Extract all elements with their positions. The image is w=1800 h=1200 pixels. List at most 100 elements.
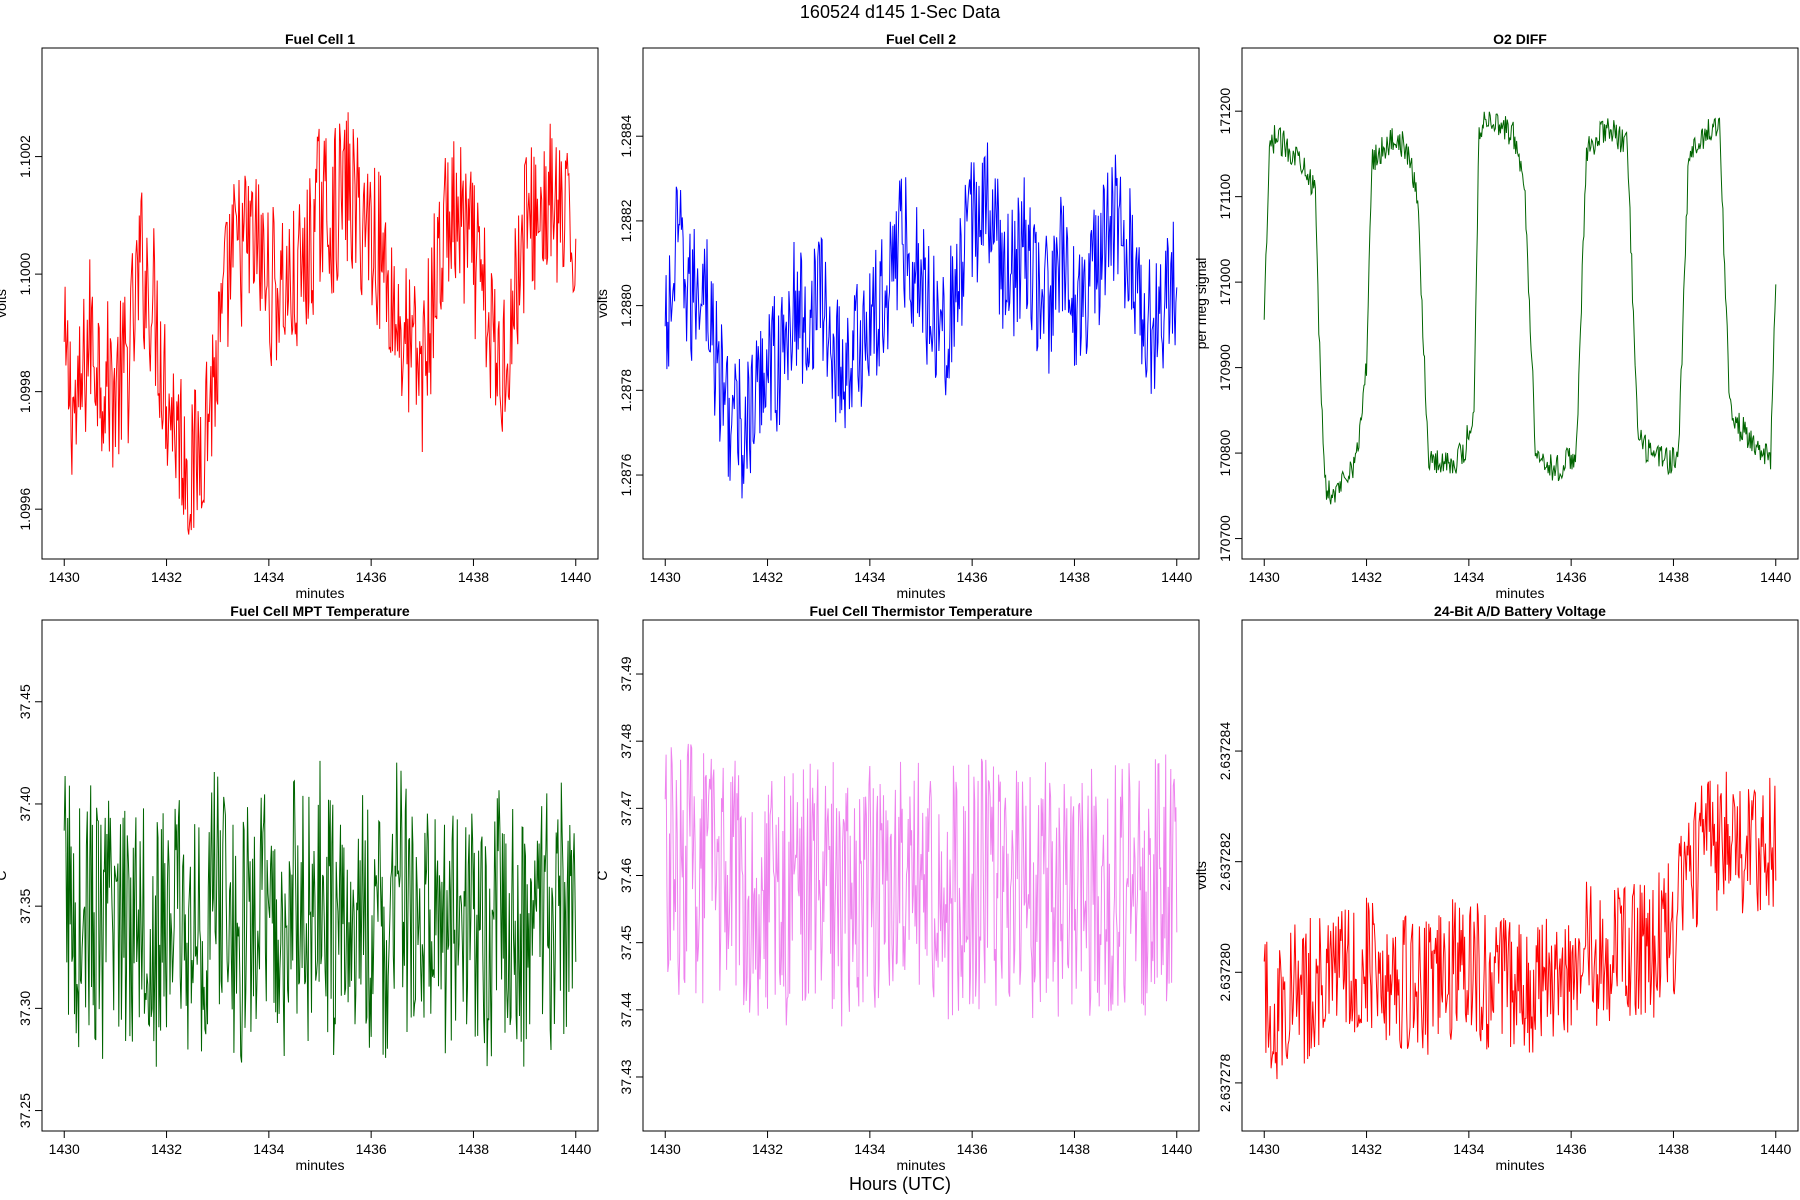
y-tick-label: 1.1000	[17, 252, 33, 295]
y-tick-label: 1.2880	[618, 284, 634, 327]
panel-title: Fuel Cell MPT Temperature	[230, 603, 410, 619]
x-axis-label: minutes	[896, 1157, 945, 1173]
panels: Fuel Cell 1 1430 1432 1434 1436 1438 1440 1.099…	[0, 31, 1799, 1173]
series-line	[63, 760, 577, 1067]
x-tick-label: 1436	[1556, 1141, 1587, 1157]
y-tick-label: 1.0998	[17, 370, 33, 413]
y-tick-label: 171000	[1217, 259, 1233, 306]
chart-panel-3: O2 DIFF 1430 1432 1434 1436 1438 1440 170700 170…	[1193, 31, 1799, 601]
series-line	[1263, 111, 1777, 505]
x-tick-label: 1430	[650, 1141, 681, 1157]
y-axis-label: volts	[594, 289, 610, 318]
panel-title: 24-Bit A/D Battery Voltage	[1434, 603, 1606, 619]
y-tick-label: 170800	[1217, 430, 1233, 477]
y-tick-label: 37.43	[618, 1059, 634, 1094]
x-axis-label: minutes	[295, 1157, 344, 1173]
plot-frame	[1241, 619, 1799, 1132]
x-tick-label: 1430	[1249, 1141, 1280, 1157]
x-tick-label: 1436	[356, 569, 387, 585]
x-tick-label: 1436	[1556, 569, 1587, 585]
chart-panel-4: Fuel Cell MPT Temperature 1430 1432 1434 143…	[0, 603, 599, 1173]
panel-title: O2 DIFF	[1493, 31, 1547, 47]
y-tick-label: 1.2876	[618, 453, 634, 496]
y-tick-label: 170700	[1217, 515, 1233, 562]
plot-frame	[642, 47, 1200, 560]
y-tick-label: 1.2878	[618, 369, 634, 412]
chart-panel-2: Fuel Cell 2 1430 1432 1434 1436 1438 1440 1.287…	[594, 31, 1200, 601]
y-tick-label: 37.44	[618, 992, 634, 1027]
x-tick-label: 1434	[1453, 569, 1484, 585]
x-tick-label: 1434	[253, 569, 284, 585]
y-tick-label: 37.25	[17, 1093, 33, 1128]
x-tick-label: 1438	[1059, 569, 1090, 585]
x-axis-label: minutes	[295, 585, 344, 601]
y-tick-label: 1.1002	[17, 135, 33, 178]
series-line	[63, 112, 577, 535]
y-tick-label: 2.637282	[1217, 832, 1233, 891]
y-tick-label: 37.45	[17, 684, 33, 719]
x-tick-label: 1432	[752, 1141, 783, 1157]
x-tick-label: 1438	[1059, 1141, 1090, 1157]
y-tick-label: 2.637278	[1217, 1054, 1233, 1113]
x-axis-label: minutes	[1495, 585, 1544, 601]
x-tick-label: 1434	[854, 569, 885, 585]
panel-title: Fuel Cell 2	[886, 31, 956, 47]
y-axis-label: volts	[1193, 861, 1209, 890]
y-axis-label: C	[594, 870, 610, 880]
x-tick-label: 1436	[957, 569, 988, 585]
y-axis-label: volts	[0, 289, 9, 318]
chart-panel-5: Fuel Cell Thermistor Temperature 1430 1432…	[594, 603, 1200, 1173]
x-tick-label: 1440	[1760, 569, 1791, 585]
x-tick-label: 1430	[1249, 569, 1280, 585]
x-tick-label: 1432	[1351, 1141, 1382, 1157]
x-tick-label: 1434	[1453, 1141, 1484, 1157]
x-tick-label: 1432	[752, 569, 783, 585]
y-tick-label: 2.637280	[1217, 943, 1233, 1002]
x-tick-label: 1436	[957, 1141, 988, 1157]
y-tick-label: 37.46	[618, 858, 634, 893]
x-tick-label: 1432	[1351, 569, 1382, 585]
x-tick-label: 1440	[1760, 1141, 1791, 1157]
plot-frame	[41, 47, 599, 560]
x-tick-label: 1438	[1658, 1141, 1689, 1157]
y-axis-label: C	[0, 870, 9, 880]
y-tick-label: 171200	[1217, 88, 1233, 135]
y-tick-label: 37.40	[17, 786, 33, 821]
plot-frame	[1241, 47, 1799, 560]
y-tick-label: 37.47	[618, 791, 634, 826]
figure-footer-label: Hours (UTC)	[849, 1174, 951, 1194]
y-tick-label: 2.637284	[1217, 722, 1233, 781]
x-tick-label: 1438	[458, 1141, 489, 1157]
x-tick-label: 1430	[49, 1141, 80, 1157]
series-line	[664, 743, 1178, 1027]
y-tick-label: 1.0996	[17, 488, 33, 531]
x-tick-label: 1436	[356, 1141, 387, 1157]
x-tick-label: 1440	[1161, 569, 1192, 585]
series-line	[664, 142, 1178, 499]
x-tick-label: 1432	[151, 1141, 182, 1157]
x-tick-label: 1430	[49, 569, 80, 585]
y-tick-label: 37.35	[17, 888, 33, 923]
figure-title: 160524 d145 1-Sec Data	[800, 2, 1001, 22]
panel-title: Fuel Cell Thermistor Temperature	[809, 603, 1032, 619]
y-axis-label: per meg signal	[1193, 258, 1209, 350]
x-tick-label: 1434	[854, 1141, 885, 1157]
y-tick-label: 1.2882	[618, 199, 634, 242]
x-tick-label: 1434	[253, 1141, 284, 1157]
x-axis-label: minutes	[1495, 1157, 1544, 1173]
x-tick-label: 1440	[560, 569, 591, 585]
y-tick-label: 37.45	[618, 925, 634, 960]
y-tick-label: 37.30	[17, 991, 33, 1026]
chart-panel-6: 24-Bit A/D Battery Voltage 1430 1432 1434 14…	[1193, 603, 1799, 1173]
x-axis-label: minutes	[896, 585, 945, 601]
y-tick-label: 170900	[1217, 344, 1233, 391]
y-tick-label: 37.48	[618, 723, 634, 758]
x-tick-label: 1438	[1658, 569, 1689, 585]
x-tick-label: 1432	[151, 569, 182, 585]
y-tick-label: 1.2884	[618, 115, 634, 158]
x-tick-label: 1430	[650, 569, 681, 585]
x-tick-label: 1440	[1161, 1141, 1192, 1157]
plot-frame	[41, 619, 599, 1132]
y-tick-label: 37.49	[618, 656, 634, 691]
